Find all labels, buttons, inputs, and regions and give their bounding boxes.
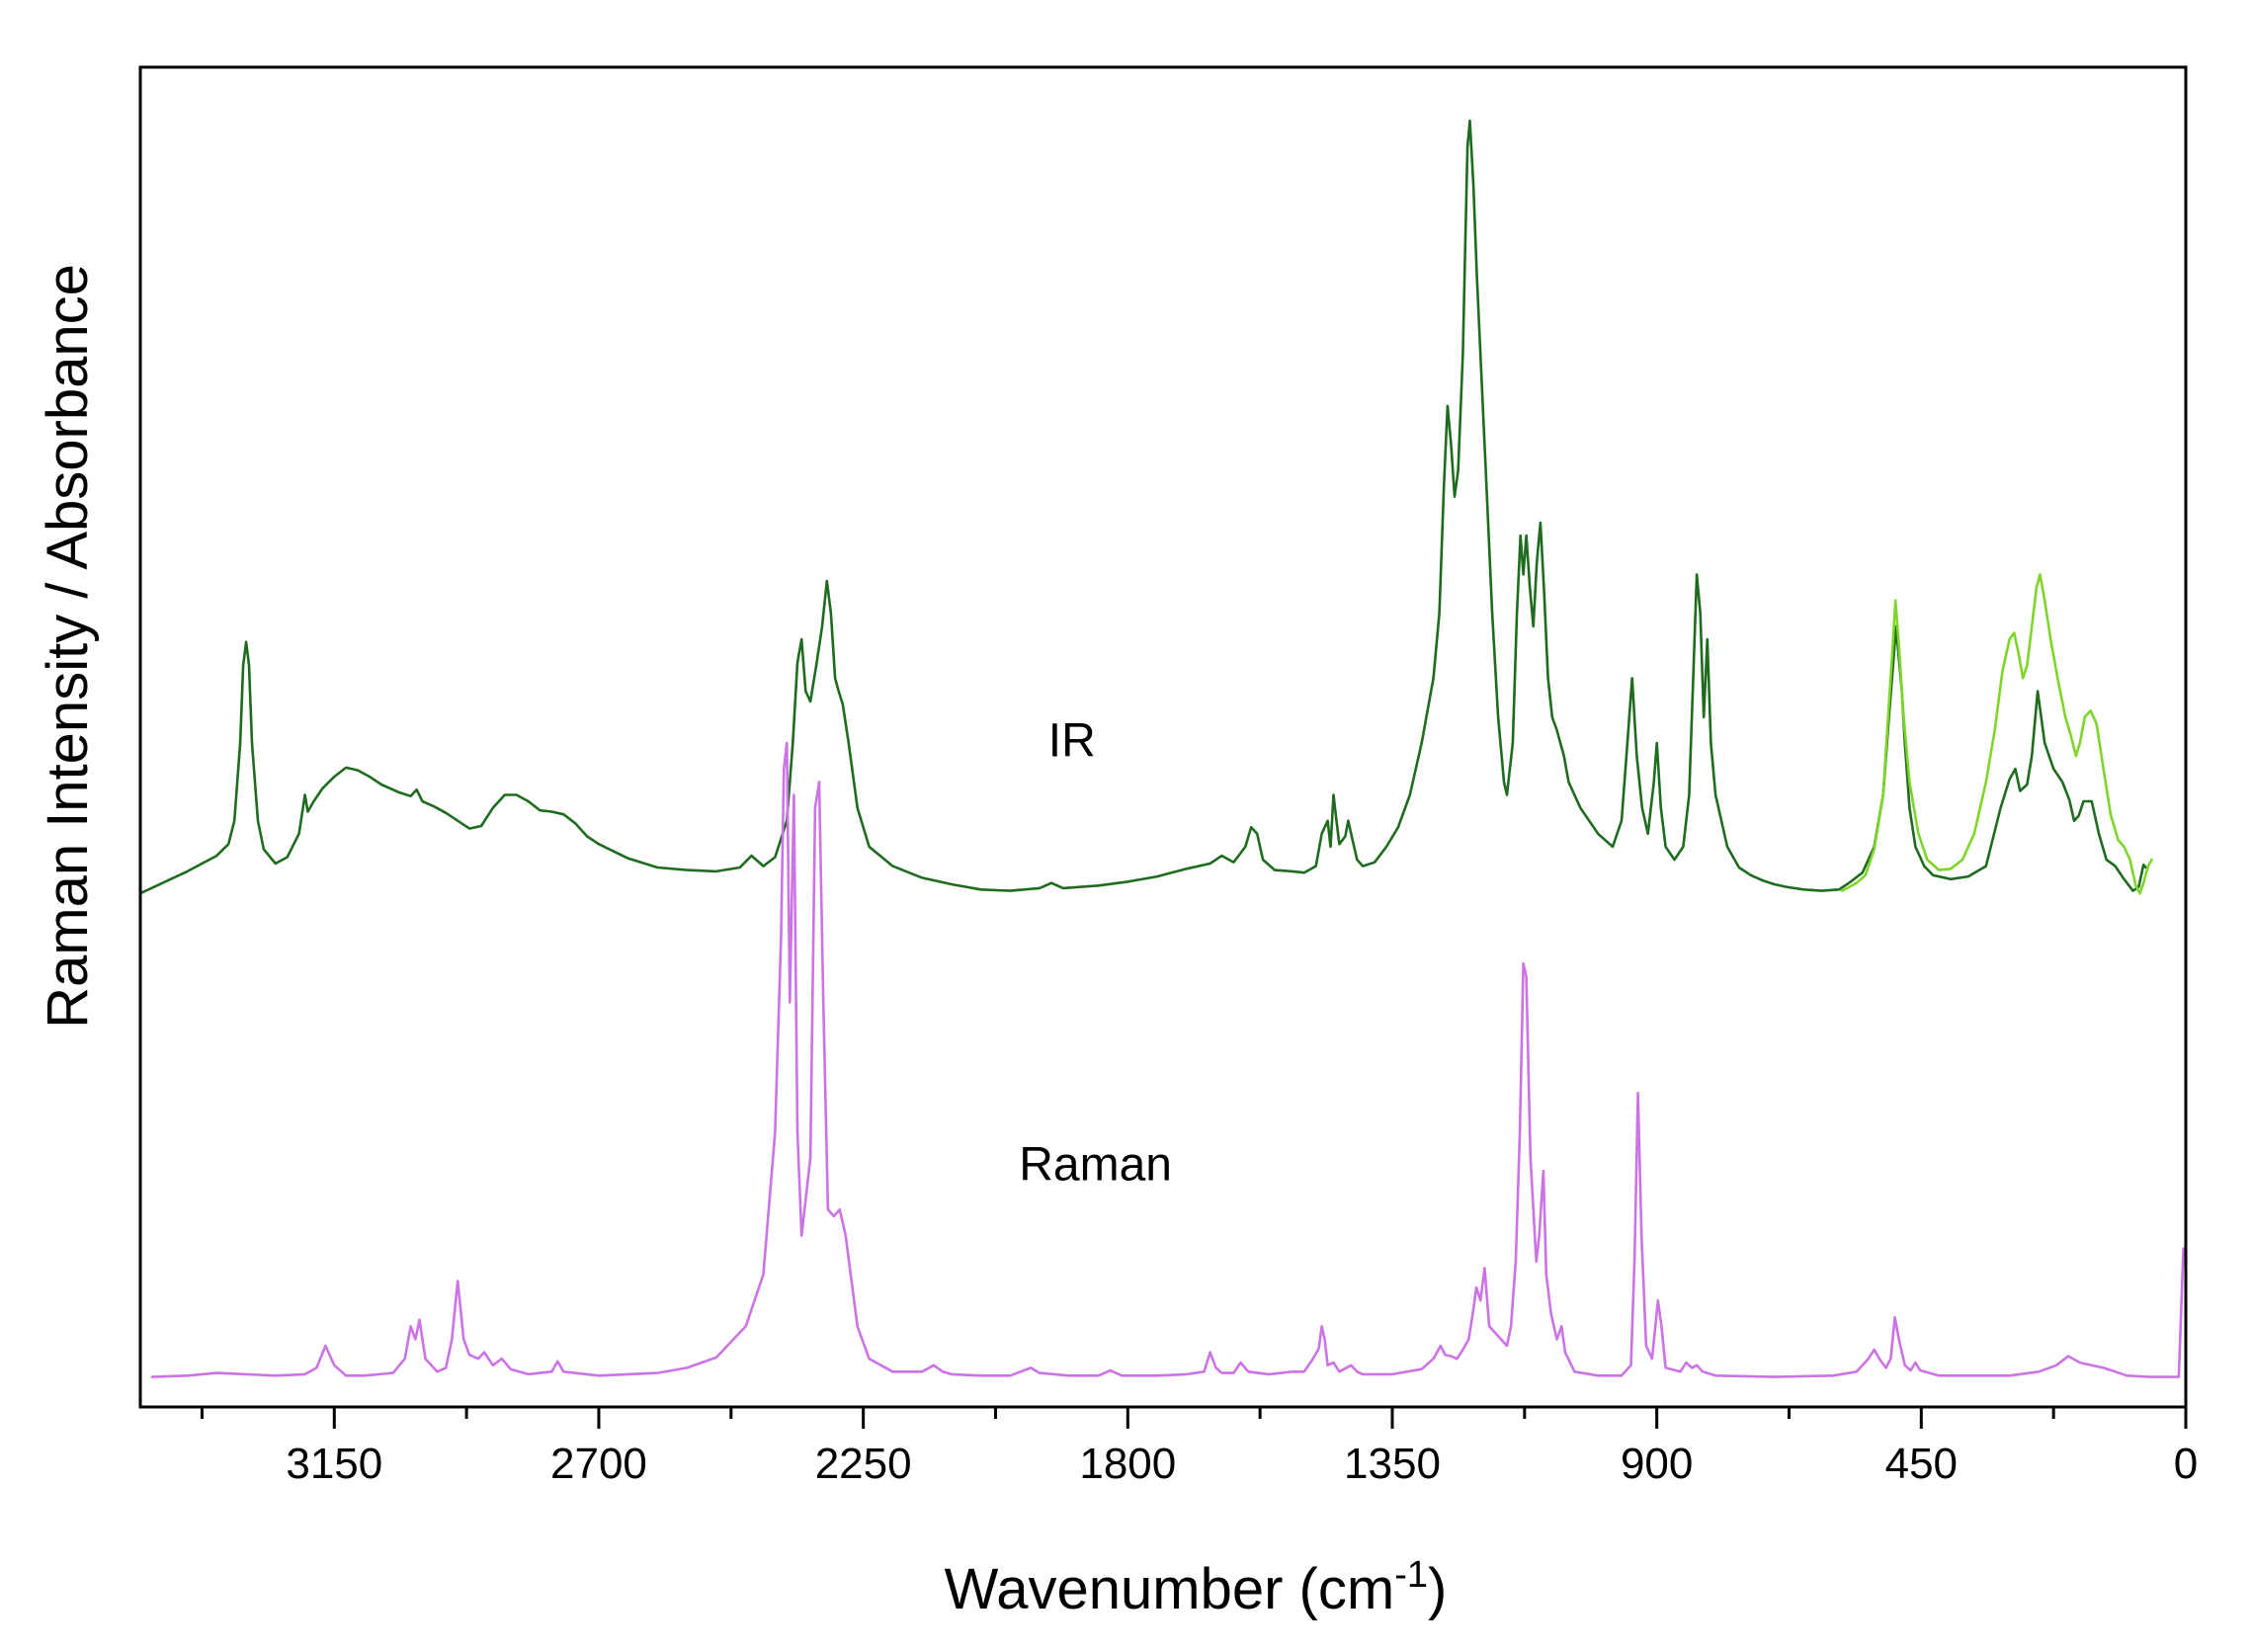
x-axis-label-suffix: ) (1428, 1557, 1447, 1621)
series-line-far-ir-2 (1840, 573, 2153, 895)
plot-frame (138, 65, 2188, 1409)
annotation-layer: IR Raman (1019, 714, 1172, 1191)
x-axis-ticks (200, 1407, 2188, 1429)
x-tick-label: 2700 (550, 1440, 647, 1488)
series-label-ir: IR (1048, 714, 1096, 767)
x-axis-label: Wavenumber (cm-1) (945, 1554, 1448, 1621)
x-tick-label: 1350 (1344, 1440, 1441, 1488)
series-line-raman (150, 741, 2187, 1378)
y-axis-label: Raman Intensity / Absorbance (36, 264, 100, 1029)
x-tick-label: 1800 (1079, 1440, 1176, 1488)
x-tick-label: 2250 (815, 1440, 912, 1488)
x-tick-label: 450 (1885, 1440, 1958, 1488)
series-layer (138, 119, 2187, 1378)
x-tick-label: 3150 (286, 1440, 382, 1488)
x-axis-tick-labels: 3150 2700 2250 1800 1350 900 450 0 (286, 1440, 2198, 1488)
series-label-raman: Raman (1019, 1138, 1172, 1191)
x-axis-label-superscript: -1 (1394, 1554, 1428, 1596)
x-tick-label: 0 (2174, 1440, 2198, 1488)
x-tick-label: 900 (1621, 1440, 1693, 1488)
